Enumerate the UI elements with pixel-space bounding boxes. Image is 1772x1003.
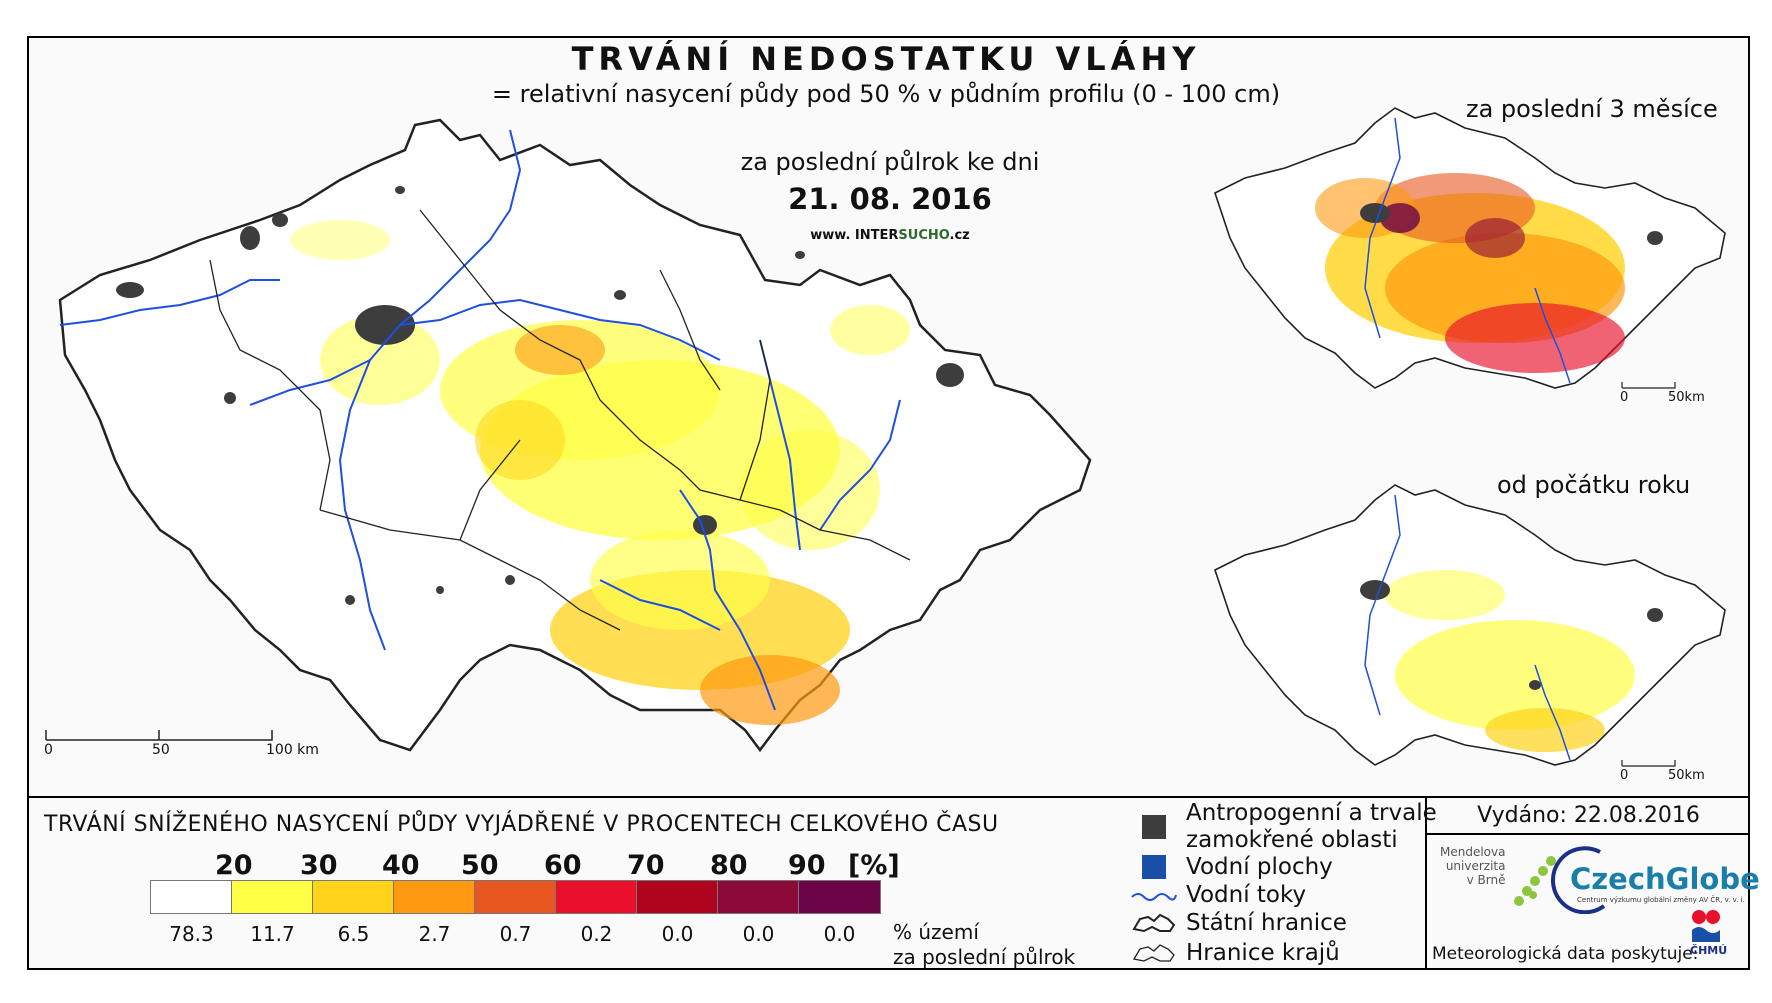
main-scalebar: 0 50 100 km [44, 728, 344, 760]
main-map [58, 118, 1092, 753]
class-percentage: 0.0 [742, 922, 775, 946]
inset-2-scalebar: 0 50km [1620, 758, 1705, 784]
river-symbol-icon [1131, 893, 1177, 901]
class-percentage: 0.7 [499, 922, 532, 946]
legend-color-class [313, 881, 394, 913]
legend-color-class [799, 881, 880, 913]
inset-1-scalebar: 0 50km [1620, 380, 1705, 406]
class-percentage: 11.7 [250, 922, 295, 946]
czechglobe-logo: CzechGlobe [1570, 862, 1760, 896]
drought-patches [290, 220, 910, 725]
inset-year-start-map [1214, 484, 1726, 766]
issued-date: Vydáno: 22.08.2016 [1477, 803, 1700, 828]
mendel-dots-icon [1514, 856, 1557, 906]
class-percentage: 78.3 [169, 922, 214, 946]
website-link[interactable]: www. INTERSUCHO.cz [810, 228, 970, 243]
threshold-label: 80 [710, 850, 748, 881]
mendel-logo: Mendelova univerzita v Brně [1440, 845, 1559, 915]
threshold-label: 50 [461, 850, 499, 881]
threshold-label: 90 [788, 850, 826, 881]
date-label: 21. 08. 2016 [788, 182, 992, 216]
class-percentage: 0.2 [580, 922, 613, 946]
czechglobe-swoosh-icon [1550, 846, 1606, 914]
legend-state-border: Státní hranice [1130, 910, 1347, 936]
legend-color-class [718, 881, 799, 913]
czechglobe-subtitle: Centrum výzkumu globální změny AV ČR, v.… [1577, 896, 1745, 904]
threshold-label: 40 [382, 850, 420, 881]
map-subtitle: = relativní nasycení půdy pod 50 % v půd… [491, 80, 1281, 108]
legend-region-border: Hranice krajů [1130, 940, 1340, 966]
threshold-unit: [%] [848, 850, 900, 881]
threshold-label: 30 [300, 850, 338, 881]
credits-divider [1425, 796, 1427, 970]
percentage-caption: % území za poslední půlrok [893, 920, 1076, 969]
inset-3-months-map [1214, 107, 1726, 389]
legend-color-class [151, 881, 232, 913]
legend-color-class [556, 881, 637, 913]
anthropogenic-swatch [1142, 815, 1166, 839]
threshold-label: 20 [215, 850, 253, 881]
legend-water-bodies: Vodní plochy [1130, 854, 1333, 880]
inset-3-months-label: za poslední 3 měsíce [1466, 95, 1718, 123]
legend-color-class [232, 881, 313, 913]
chmu-logo-icon [1692, 910, 1720, 942]
legend-anthropogenic: Antropogenní a trvale zamokřené oblasti [1130, 800, 1437, 854]
threshold-label: 60 [544, 850, 582, 881]
state-border-icon [1132, 913, 1176, 933]
region-border-icon [1132, 944, 1175, 962]
water-swatch [1142, 855, 1166, 879]
legend-rivers: Vodní toky [1130, 882, 1306, 908]
period-label: za poslední půlrok ke dni [740, 148, 1040, 176]
region-borders [209, 209, 911, 631]
legend-divider [27, 796, 1750, 798]
class-percentage: 0.0 [823, 922, 856, 946]
legend-color-class [637, 881, 718, 913]
chmu-label: ČHMÚ [1690, 944, 1728, 957]
inset-year-start-label: od počátku roku [1497, 471, 1691, 499]
meteo-credit: Meteorologická data poskytuje: [1432, 944, 1699, 964]
rivers [59, 129, 901, 711]
class-percentage: 0.0 [661, 922, 694, 946]
anthropogenic-areas [116, 186, 964, 605]
legend-color-class [475, 881, 556, 913]
class-percentage: 6.5 [337, 922, 370, 946]
threshold-label: 70 [627, 850, 665, 881]
legend-color-bar [150, 880, 881, 914]
issued-divider [1427, 833, 1750, 835]
legend-color-class [394, 881, 475, 913]
legend-title: TRVÁNÍ SNÍŽENÉHO NASYCENÍ PŮDY VYJÁDŘENÉ… [44, 812, 999, 837]
map-title: TRVÁNÍ NEDOSTATKU VLÁHY [571, 40, 1201, 78]
class-percentage: 2.7 [418, 922, 451, 946]
